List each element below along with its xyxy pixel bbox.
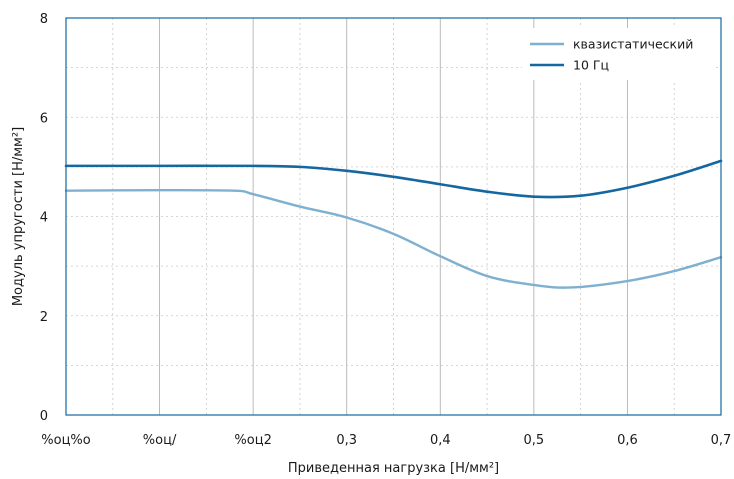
x-tick-label: 0,6 — [617, 433, 638, 448]
legend-label-2: 10 Гц — [573, 58, 609, 73]
legend-background — [522, 28, 714, 80]
y-axis-title: Модуль упругости [Н/мм²] — [11, 127, 26, 306]
y-tick-label: 4 — [40, 211, 48, 226]
x-axis-title: Приведенная нагрузка [Н/мм²] — [288, 461, 499, 476]
series-lines — [64, 159, 723, 289]
series-line-2 — [64, 159, 723, 199]
x-tick-label: 0,4 — [430, 433, 451, 448]
y-tick-label: 6 — [40, 111, 48, 126]
y-tick-label: 0 — [40, 409, 48, 424]
legend-label-1: квазистатический — [573, 37, 693, 52]
x-tick-label: %оц/ — [143, 433, 177, 448]
plot-area-border — [65, 17, 722, 416]
x-tick-label: %оц2 — [234, 433, 271, 448]
legend-entries: квазистатический 10 Гц — [530, 37, 693, 73]
x-tick-label: 0,7 — [711, 433, 732, 448]
x-tick-label: 0,5 — [524, 433, 545, 448]
y-axis-ticks: 0 2 4 6 8 — [40, 12, 48, 424]
x-tick-label: %оц%о — [41, 433, 91, 448]
x-axis-ticks: %оц%о %оц/ %оц2 0,3 0,4 0,5 0,6 0,7 — [41, 433, 731, 448]
legend: квазистатический 10 Гц — [522, 28, 714, 80]
x-tick-label: 0,3 — [336, 433, 357, 448]
y-tick-label: 8 — [40, 12, 48, 27]
y-tick-label: 2 — [40, 310, 48, 325]
series-line-1 — [64, 188, 723, 289]
